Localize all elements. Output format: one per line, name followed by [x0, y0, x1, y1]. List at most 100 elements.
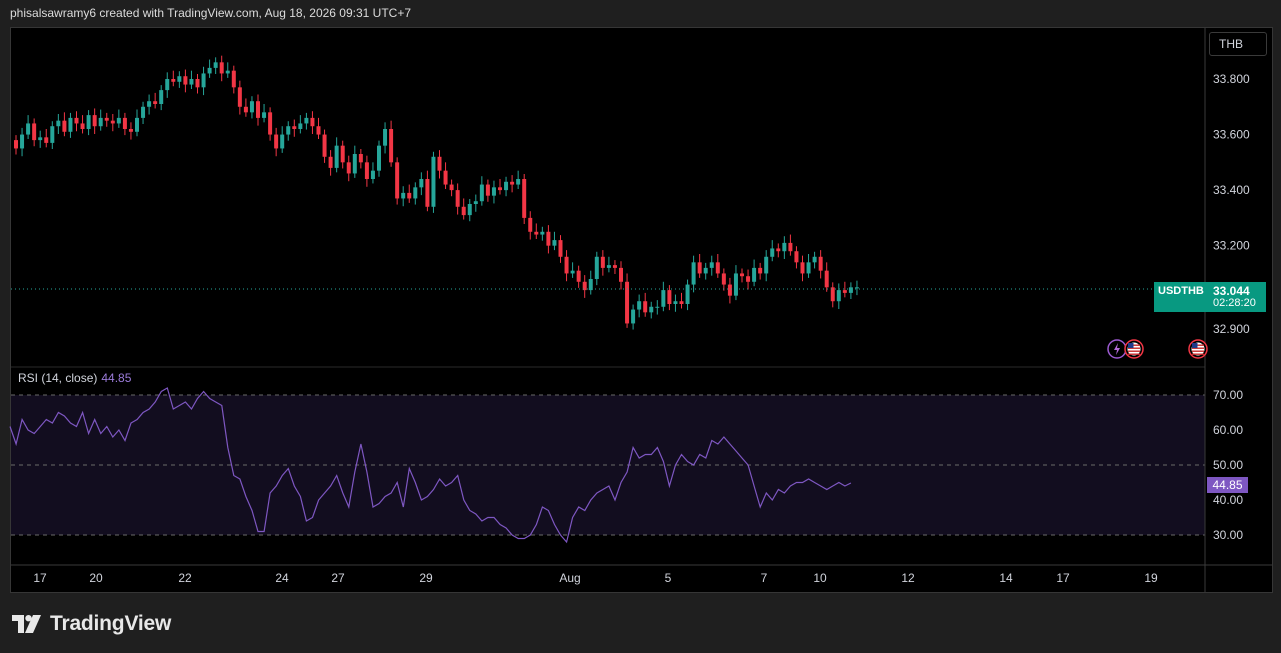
price-tag-countdown: 02:28:20 — [1213, 297, 1256, 309]
candle-body — [473, 201, 478, 204]
candle-body — [86, 115, 91, 129]
candle-body — [534, 231, 539, 235]
price-tag-symbol: USDTHB — [1158, 285, 1204, 297]
price-tick-label: 33.200 — [1213, 239, 1250, 253]
candle-body — [419, 179, 424, 188]
time-tick-label: 7 — [761, 571, 768, 585]
candle-body — [764, 256, 769, 274]
candle-body — [249, 101, 254, 113]
candle-body — [262, 112, 267, 118]
candle-body — [364, 162, 369, 179]
rsi-tick-label: 30.00 — [1213, 528, 1243, 542]
rsi-value-tag: 44.85 — [1207, 477, 1248, 493]
candle-body — [20, 134, 25, 149]
candle-body — [346, 162, 351, 174]
time-tick-label: 24 — [275, 571, 289, 585]
candle-body — [219, 62, 224, 74]
event-us-flag-icon-flag-stripe — [1128, 344, 1140, 346]
candle-body — [328, 156, 333, 168]
rsi-panel — [9, 387, 1205, 544]
candle-body — [195, 79, 200, 88]
candle-body — [147, 101, 152, 107]
candle-body — [62, 120, 67, 132]
candle-body — [14, 140, 18, 149]
candle-body — [540, 231, 545, 235]
rsi-legend[interactable]: RSI (14, close) 44.85 — [18, 371, 131, 385]
candle-body — [225, 70, 230, 74]
candle-body — [848, 287, 853, 293]
candle-body — [377, 145, 381, 171]
event-markers — [1107, 339, 1208, 359]
candle-body — [649, 306, 654, 313]
event-us-flag-icon-2[interactable] — [1188, 339, 1208, 359]
candle-body — [68, 117, 73, 132]
candle-body — [479, 184, 484, 202]
time-tick-label: 22 — [178, 571, 192, 585]
candle-body — [316, 126, 321, 135]
candle-body — [546, 231, 551, 246]
event-us-flag-icon-flag-stripe — [1128, 350, 1140, 352]
candle-body — [637, 301, 642, 310]
candle-body — [800, 262, 805, 274]
candle-body — [631, 309, 636, 324]
currency-button[interactable]: THB — [1209, 32, 1267, 56]
event-us-flag-icon-2-flag-stripe — [1192, 353, 1204, 355]
rsi-tick-label: 70.00 — [1213, 388, 1243, 402]
candle-body — [782, 242, 787, 252]
candle-body — [425, 179, 430, 207]
price-tick-label: 33.600 — [1213, 128, 1250, 142]
event-us-flag-icon[interactable] — [1124, 339, 1144, 359]
candle-body — [830, 287, 835, 302]
price-tick-label: 32.900 — [1213, 322, 1250, 336]
candle-body — [576, 270, 581, 282]
candle-body — [643, 301, 648, 313]
event-bolt-icon[interactable] — [1107, 339, 1127, 359]
event-us-flag-icon-2-flag-stripe — [1192, 344, 1204, 346]
candle-body — [733, 273, 738, 296]
candle-body — [776, 248, 781, 252]
candle-body — [818, 256, 823, 271]
axes: 33.800 33.600 33.400 33.200 32.900 70.00 60.00… — [11, 28, 1272, 592]
candle-body — [504, 181, 509, 191]
candle-body — [243, 106, 248, 113]
candle-body — [334, 145, 339, 168]
candle-body — [691, 262, 696, 285]
candle-body — [183, 76, 188, 85]
candle-body — [625, 281, 630, 324]
event-us-flag-icon-flag-canton — [1128, 343, 1134, 348]
candle-body — [824, 270, 829, 288]
time-tick-label: Aug — [559, 571, 580, 585]
time-tick-label: 5 — [665, 571, 672, 585]
candle-body — [467, 204, 472, 216]
candle-body — [812, 256, 817, 263]
candle-body — [395, 162, 400, 199]
candle-body — [298, 123, 303, 129]
candle-body — [758, 267, 763, 274]
candle-body — [237, 87, 242, 107]
candle-body — [213, 62, 218, 68]
candle-body — [727, 284, 732, 296]
tradingview-logo[interactable]: TradingView — [12, 612, 171, 636]
candle-body — [358, 154, 363, 163]
candle-body — [485, 184, 490, 196]
candle-body — [564, 256, 569, 274]
candle-body — [352, 154, 357, 174]
candle-body — [740, 273, 744, 277]
candle-body — [135, 117, 139, 132]
candle-body — [231, 70, 236, 88]
candle-body — [606, 265, 611, 268]
candle-body — [268, 112, 273, 135]
candle-body — [703, 267, 708, 274]
candle-body — [80, 123, 85, 129]
candle-body — [510, 181, 515, 185]
rsi-legend-title: RSI (14, close) — [18, 371, 98, 385]
candle-body — [286, 126, 291, 135]
candle-body — [449, 184, 454, 191]
event-us-flag-icon-2-flag-stripe — [1192, 347, 1204, 349]
candle-body — [340, 145, 345, 163]
tradingview-logo-text: TradingView — [50, 612, 172, 635]
event-us-flag-icon-2-flag-canton — [1192, 343, 1198, 348]
time-tick-label: 12 — [901, 571, 915, 585]
candle-body — [552, 240, 557, 246]
